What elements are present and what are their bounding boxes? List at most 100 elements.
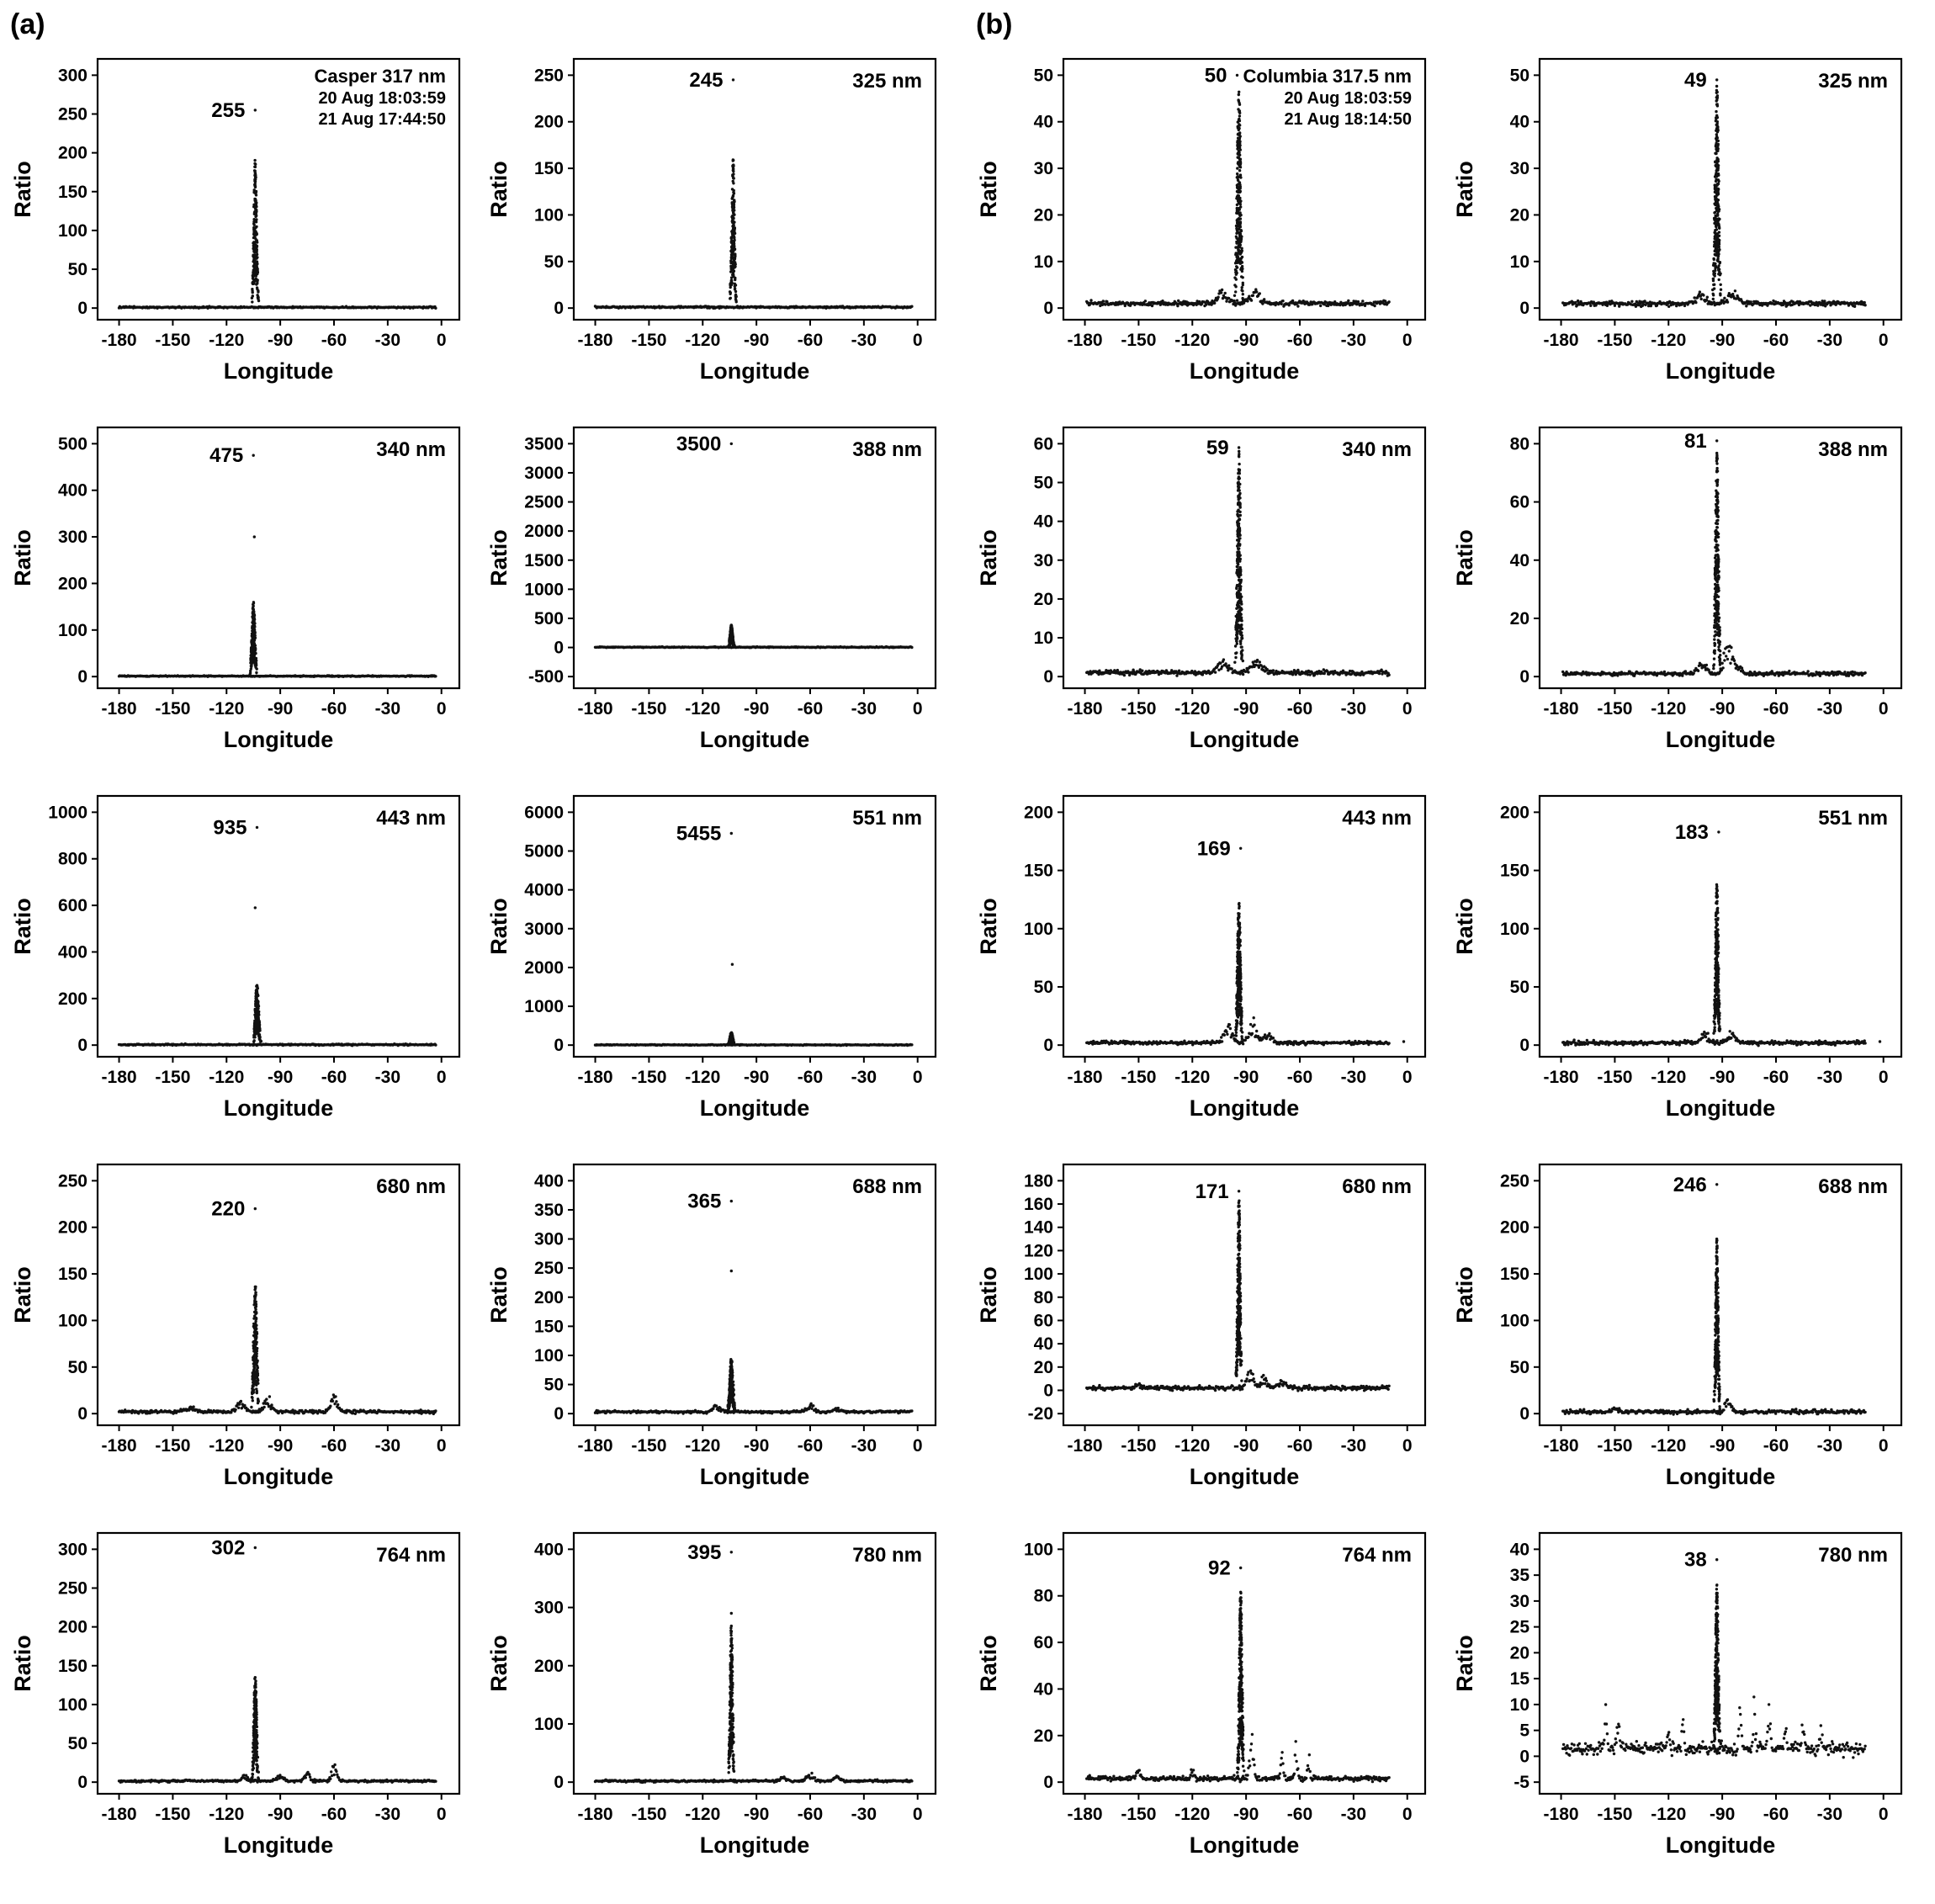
y-tick-label: 0 xyxy=(1043,1381,1053,1400)
x-tick-label: 0 xyxy=(1879,699,1889,719)
wavelength-label: 680 nm xyxy=(1342,1175,1412,1198)
x-tick-label: -90 xyxy=(268,1805,293,1824)
y-tick-label: 0 xyxy=(77,299,87,318)
x-tick-label: -30 xyxy=(1341,699,1366,719)
x-tick-label: -90 xyxy=(1233,1805,1259,1824)
data-points xyxy=(117,1207,437,1416)
peak-value-label: 395 xyxy=(687,1541,721,1564)
y-tick-label: 50 xyxy=(1034,978,1053,997)
y-tick-label: 200 xyxy=(1500,803,1529,822)
y-tick-label: 150 xyxy=(1500,1265,1529,1284)
y-tick-label: 20 xyxy=(1510,1643,1529,1663)
subplot-svg: -180 -150 -120 -90 -60 -30 0 0 50 100 150 200 250 300… xyxy=(486,1163,937,1489)
y-tick-label: 40 xyxy=(1034,512,1053,532)
y-axis-label: Ratio xyxy=(1452,529,1477,586)
data-points xyxy=(1561,830,1882,1047)
peak-value-label: 50 xyxy=(1205,64,1227,87)
y-axis-label: Ratio xyxy=(976,161,1001,218)
x-axis-label: Longitude xyxy=(224,1095,333,1121)
wavelength-label: 764 nm xyxy=(376,1544,446,1567)
wavelength-label: 443 nm xyxy=(1342,807,1412,830)
x-axis-label: Longitude xyxy=(700,1464,809,1489)
x-tick-label: -120 xyxy=(1651,331,1686,350)
subplot-a-340nm: -180 -150 -120 -90 -60 -30 0 0 100 200 300 400 500 Ra… xyxy=(10,411,471,776)
data-points xyxy=(593,831,914,1047)
y-tick-label: 0 xyxy=(77,1773,87,1792)
wavelength-label: 551 nm xyxy=(852,807,922,830)
y-tick-label: 300 xyxy=(534,1599,564,1618)
x-tick-label: -120 xyxy=(685,1805,720,1824)
y-tick-label: 0 xyxy=(77,667,87,687)
y-tick-label: 40 xyxy=(1034,1334,1053,1354)
x-tick-label: -120 xyxy=(685,1436,720,1456)
data-points xyxy=(1085,73,1391,308)
plot-frame xyxy=(1538,1163,1903,1427)
x-tick-label: -120 xyxy=(685,331,720,350)
data-points xyxy=(117,1546,437,1784)
x-tick-label: -120 xyxy=(209,1805,244,1824)
x-tick-label: -120 xyxy=(1174,699,1210,719)
y-tick-label: 150 xyxy=(58,1265,87,1284)
y-tick-label: 0 xyxy=(554,1773,564,1792)
x-tick-label: -30 xyxy=(375,699,400,719)
y-tick-label: 200 xyxy=(534,113,564,132)
x-axis-label: Longitude xyxy=(1666,727,1775,752)
y-tick-label: -5 xyxy=(1514,1773,1529,1792)
x-tick-label: -60 xyxy=(798,1805,823,1824)
y-tick-label: 400 xyxy=(534,1540,564,1559)
data-points xyxy=(1561,439,1867,677)
plot-frame xyxy=(1062,426,1427,690)
y-tick-label: 300 xyxy=(58,1540,87,1559)
x-tick-label: -60 xyxy=(1763,699,1789,719)
data-points xyxy=(117,825,437,1047)
y-tick-label: 200 xyxy=(1024,803,1053,822)
wavelength-label: 680 nm xyxy=(376,1175,446,1198)
y-tick-label: 50 xyxy=(1510,66,1529,85)
x-tick-label: -180 xyxy=(578,1068,613,1087)
y-axis-label: Ratio xyxy=(1452,161,1477,218)
plot-frame xyxy=(572,1163,937,1427)
data-points xyxy=(1085,446,1391,677)
x-tick-label: -60 xyxy=(321,331,347,350)
x-tick-label: -150 xyxy=(155,699,190,719)
peak-value-label: 365 xyxy=(687,1191,721,1213)
x-tick-label: -60 xyxy=(1287,699,1312,719)
y-tick-label: 1500 xyxy=(524,551,564,570)
x-tick-label: -120 xyxy=(209,1068,244,1087)
x-tick-label: -150 xyxy=(1597,699,1632,719)
x-tick-label: -180 xyxy=(1068,331,1103,350)
y-axis-label: Ratio xyxy=(486,898,512,955)
y-axis-label: Ratio xyxy=(10,161,35,218)
subplot-svg: -180 -150 -120 -90 -60 -30 0 0 50 100 150 200 250 300… xyxy=(10,1531,461,1858)
x-tick-label: -60 xyxy=(798,1436,823,1456)
y-tick-label: 250 xyxy=(58,105,87,125)
x-tick-label: -90 xyxy=(1710,331,1735,350)
x-tick-label: -150 xyxy=(1597,1805,1632,1824)
wavelength-label: 340 nm xyxy=(376,438,446,461)
x-tick-label: -30 xyxy=(1817,1068,1842,1087)
x-tick-label: -30 xyxy=(1341,1805,1366,1824)
y-tick-label: 100 xyxy=(58,221,87,241)
y-tick-label: 0 xyxy=(77,1036,87,1055)
subplot-svg: -180 -150 -120 -90 -60 -30 0 0 50 100 150 200 250 300… xyxy=(10,57,461,384)
y-tick-label: 100 xyxy=(58,1695,87,1715)
x-tick-label: -60 xyxy=(1287,331,1312,350)
y-tick-label: 600 xyxy=(58,896,87,915)
x-tick-label: -60 xyxy=(1763,331,1789,350)
x-tick-label: -90 xyxy=(1710,1068,1735,1087)
subplot-svg: -180 -150 -120 -90 -60 -30 0 0 1000 2000 3000 4000 5… xyxy=(486,794,937,1121)
x-tick-label: -150 xyxy=(631,1068,666,1087)
x-tick-label: -180 xyxy=(1544,1068,1579,1087)
y-tick-label: 100 xyxy=(1024,920,1053,939)
x-tick-label: 0 xyxy=(437,699,447,719)
peak-value-label: 475 xyxy=(209,444,243,467)
x-tick-label: -30 xyxy=(375,1805,400,1824)
subplot-svg: -180 -150 -120 -90 -60 -30 0 0 20 40 60 80 Ratio Long… xyxy=(1452,426,1903,752)
x-tick-label: 0 xyxy=(1402,1805,1413,1824)
title-line: Columbia 317.5 nm xyxy=(1243,66,1412,87)
y-tick-label: 15 xyxy=(1510,1669,1530,1689)
x-tick-label: -30 xyxy=(851,1068,877,1087)
x-tick-label: -30 xyxy=(1341,1068,1366,1087)
y-tick-label: 250 xyxy=(58,1579,87,1599)
